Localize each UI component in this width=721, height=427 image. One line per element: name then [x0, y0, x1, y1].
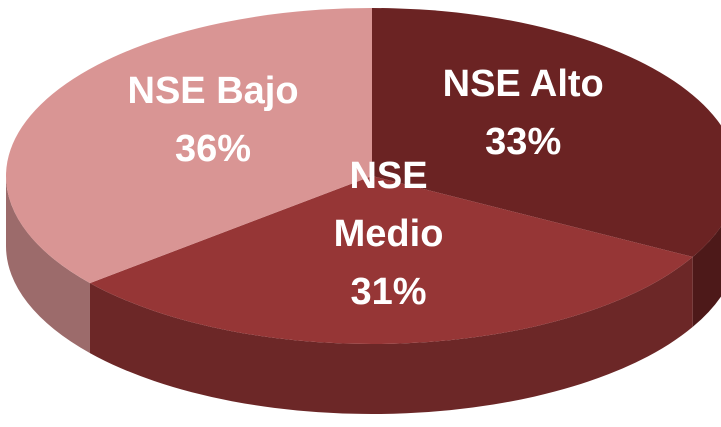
- pie-slice: [6, 8, 372, 284]
- slice-name: NSE Medio: [333, 155, 444, 256]
- slice-name: NSE Alto: [442, 62, 604, 105]
- pie-slice-side: [692, 226, 721, 327]
- slice-name: NSE Bajo: [127, 69, 299, 112]
- slice-value: 33%: [485, 120, 562, 163]
- pie-slice-side: [89, 256, 693, 414]
- pie-slice: [89, 176, 693, 345]
- slice-value: 36%: [175, 127, 252, 170]
- pie-slice: [372, 8, 721, 257]
- slice-label: NSE Medio 31%: [324, 147, 454, 321]
- pie-slice-side: [6, 176, 90, 354]
- slice-value: 31%: [350, 271, 427, 314]
- slice-label: NSE Bajo 36%: [118, 62, 308, 178]
- slice-label: NSE Alto 33%: [428, 55, 618, 171]
